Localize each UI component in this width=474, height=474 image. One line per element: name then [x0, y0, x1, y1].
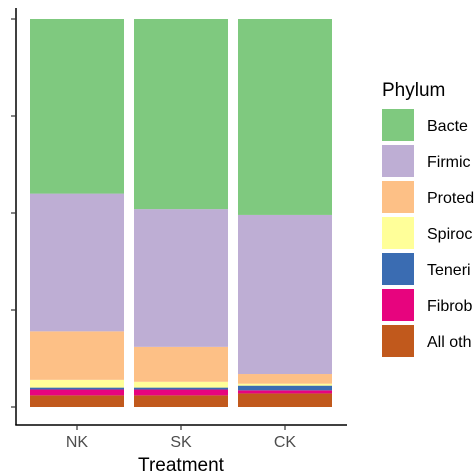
bar-segment-ck-3 — [238, 383, 332, 386]
bar-segment-sk-3 — [134, 381, 228, 388]
legend-key-6 — [382, 325, 414, 357]
legend-key-3 — [382, 217, 414, 249]
bar-segment-nk-6 — [30, 19, 124, 194]
legend-label-0: Bacte — [427, 118, 468, 135]
bar-segment-ck-0 — [238, 393, 332, 407]
y-ticks — [11, 18, 16, 408]
bar-segment-sk-5 — [134, 209, 228, 347]
bar-segment-ck-1 — [238, 390, 332, 394]
legend-key-2 — [382, 181, 414, 213]
legend-label-2: Proted — [427, 190, 474, 207]
bar-segment-ck-5 — [238, 214, 332, 375]
legend-label-1: Firmic — [427, 154, 471, 171]
bar-segment-nk-2 — [30, 387, 124, 390]
bar-segment-nk-1 — [30, 389, 124, 396]
bar-segment-sk-1 — [134, 389, 228, 396]
x-axis-title: Treatment — [138, 455, 225, 474]
legend-label-4: Teneri — [427, 262, 471, 279]
legend-label-5: Fibrob — [427, 298, 472, 315]
x-tick-label-nk: NK — [66, 434, 89, 451]
legend-key-1 — [382, 145, 414, 177]
legend-key-5 — [382, 289, 414, 321]
x-tick-label-sk: SK — [170, 434, 192, 451]
legend: Bacte Firmic Proted Spiroc Teneri Fibrob All o… — [382, 109, 474, 357]
bar-segment-nk-0 — [30, 395, 124, 407]
bar-segment-sk-6 — [134, 19, 228, 210]
bar-segment-nk-5 — [30, 193, 124, 332]
legend-key-4 — [382, 253, 414, 285]
legend-label-3: Spiroc — [427, 226, 472, 243]
x-ticks: NK SK CK — [66, 425, 297, 451]
bars — [30, 19, 332, 407]
bar-segment-ck-2 — [238, 385, 332, 391]
bar-segment-ck-4 — [238, 374, 332, 384]
legend-title: Phylum — [382, 80, 445, 101]
bar-segment-nk-4 — [30, 331, 124, 380]
bar-segment-sk-0 — [134, 395, 228, 407]
bar-segment-sk-4 — [134, 346, 228, 382]
x-tick-label-ck: CK — [274, 434, 297, 451]
legend-key-0 — [382, 109, 414, 141]
bar-segment-sk-2 — [134, 387, 228, 390]
bar-segment-ck-6 — [238, 19, 332, 215]
bar-segment-nk-3 — [30, 379, 124, 388]
legend-label-6: All oth — [427, 334, 471, 351]
